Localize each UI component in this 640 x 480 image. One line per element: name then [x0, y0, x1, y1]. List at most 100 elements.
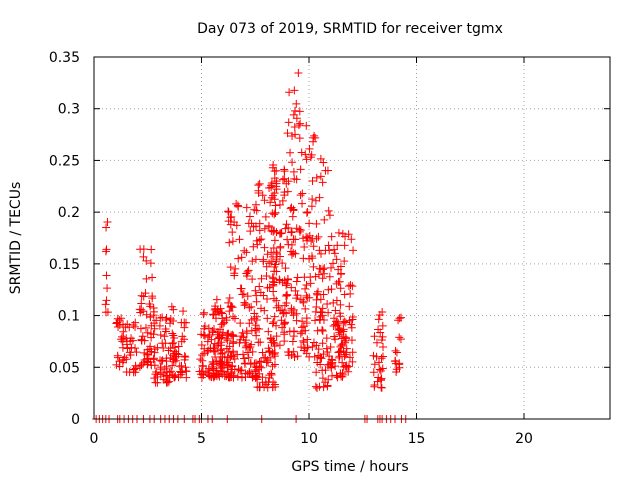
data-point: [322, 334, 331, 343]
data-point: [237, 332, 246, 341]
data-point: [251, 286, 260, 295]
data-point: [233, 372, 242, 381]
data-point: [260, 224, 269, 233]
data-point: [319, 383, 328, 392]
data-point: [336, 312, 345, 321]
data-point: [228, 237, 237, 246]
data-point: [204, 364, 213, 373]
data-point: [370, 360, 379, 369]
data-point: [241, 359, 250, 368]
data-point: [292, 294, 301, 303]
data-point: [280, 328, 289, 337]
data-point: [313, 358, 322, 367]
data-point: [270, 174, 279, 183]
data-point: [376, 366, 385, 375]
data-point: [379, 352, 388, 361]
data-point: [344, 282, 353, 291]
data-point: [136, 324, 145, 333]
data-point: [263, 283, 272, 292]
data-point: [209, 365, 218, 374]
data-point: [112, 360, 121, 369]
data-point: [286, 247, 295, 256]
data-point: [319, 265, 328, 274]
data-point: [232, 199, 241, 208]
data-point: [150, 324, 159, 333]
data-point: [174, 350, 183, 359]
data-point: [175, 362, 184, 371]
y-tick-label: 0.05: [49, 360, 80, 376]
data-point: [238, 373, 247, 382]
data-point: [339, 332, 348, 341]
data-point: [273, 249, 282, 258]
data-point: [122, 367, 131, 376]
data-point: [177, 368, 186, 377]
data-point: [268, 252, 277, 261]
data-point: [275, 229, 284, 238]
data-point: [119, 327, 128, 336]
data-point: [289, 248, 298, 257]
data-point: [275, 341, 284, 350]
y-tick-label: 0.3: [58, 102, 80, 118]
data-point: [218, 319, 227, 328]
data-point: [314, 232, 323, 241]
data-point: [312, 234, 321, 243]
data-point: [249, 242, 258, 251]
data-point: [337, 372, 346, 381]
data-point: [235, 338, 244, 347]
data-point: [150, 348, 159, 357]
data-point: [118, 358, 127, 367]
data-point: [161, 315, 170, 324]
data-point: [139, 252, 148, 261]
data-point: [375, 310, 384, 319]
data-point: [169, 305, 178, 314]
data-point: [370, 332, 379, 341]
data-point: [257, 235, 266, 244]
data-point: [168, 329, 177, 338]
data-point: [254, 189, 263, 198]
data-point: [152, 316, 161, 325]
data-point: [338, 358, 347, 367]
data-point: [225, 307, 234, 316]
data-point: [247, 302, 256, 311]
data-point: [234, 254, 243, 263]
data-point: [307, 252, 316, 261]
data-point: [285, 88, 294, 97]
data-point: [302, 155, 311, 164]
data-point: [242, 203, 251, 212]
data-point: [177, 337, 186, 346]
data-point: [303, 233, 312, 242]
data-point: [278, 306, 287, 315]
data-point: [318, 339, 327, 348]
data-point: [181, 363, 190, 372]
data-point: [341, 350, 350, 359]
data-point: [255, 235, 264, 244]
data-point: [244, 353, 253, 362]
data-point: [280, 320, 289, 329]
data-point: [141, 289, 150, 298]
data-point: [269, 338, 278, 347]
data-point: [310, 131, 319, 140]
data-point: [340, 257, 349, 266]
data-point: [263, 383, 272, 392]
data-point: [212, 295, 221, 304]
data-point: [240, 354, 249, 363]
data-point: [156, 313, 165, 322]
data-point: [305, 293, 314, 302]
data-point: [129, 321, 138, 330]
data-point: [162, 357, 171, 366]
data-point: [225, 238, 234, 247]
data-point: [224, 329, 233, 338]
data-point: [307, 150, 316, 159]
data-point: [348, 357, 357, 366]
data-point: [316, 154, 325, 163]
data-point: [284, 223, 293, 232]
data-point: [149, 303, 158, 312]
data-point: [266, 198, 275, 207]
data-point: [327, 363, 336, 372]
data-point: [345, 302, 354, 311]
data-point: [324, 206, 333, 215]
data-point: [296, 329, 305, 338]
data-point: [378, 343, 387, 352]
data-point: [168, 371, 177, 380]
data-point: [291, 235, 300, 244]
